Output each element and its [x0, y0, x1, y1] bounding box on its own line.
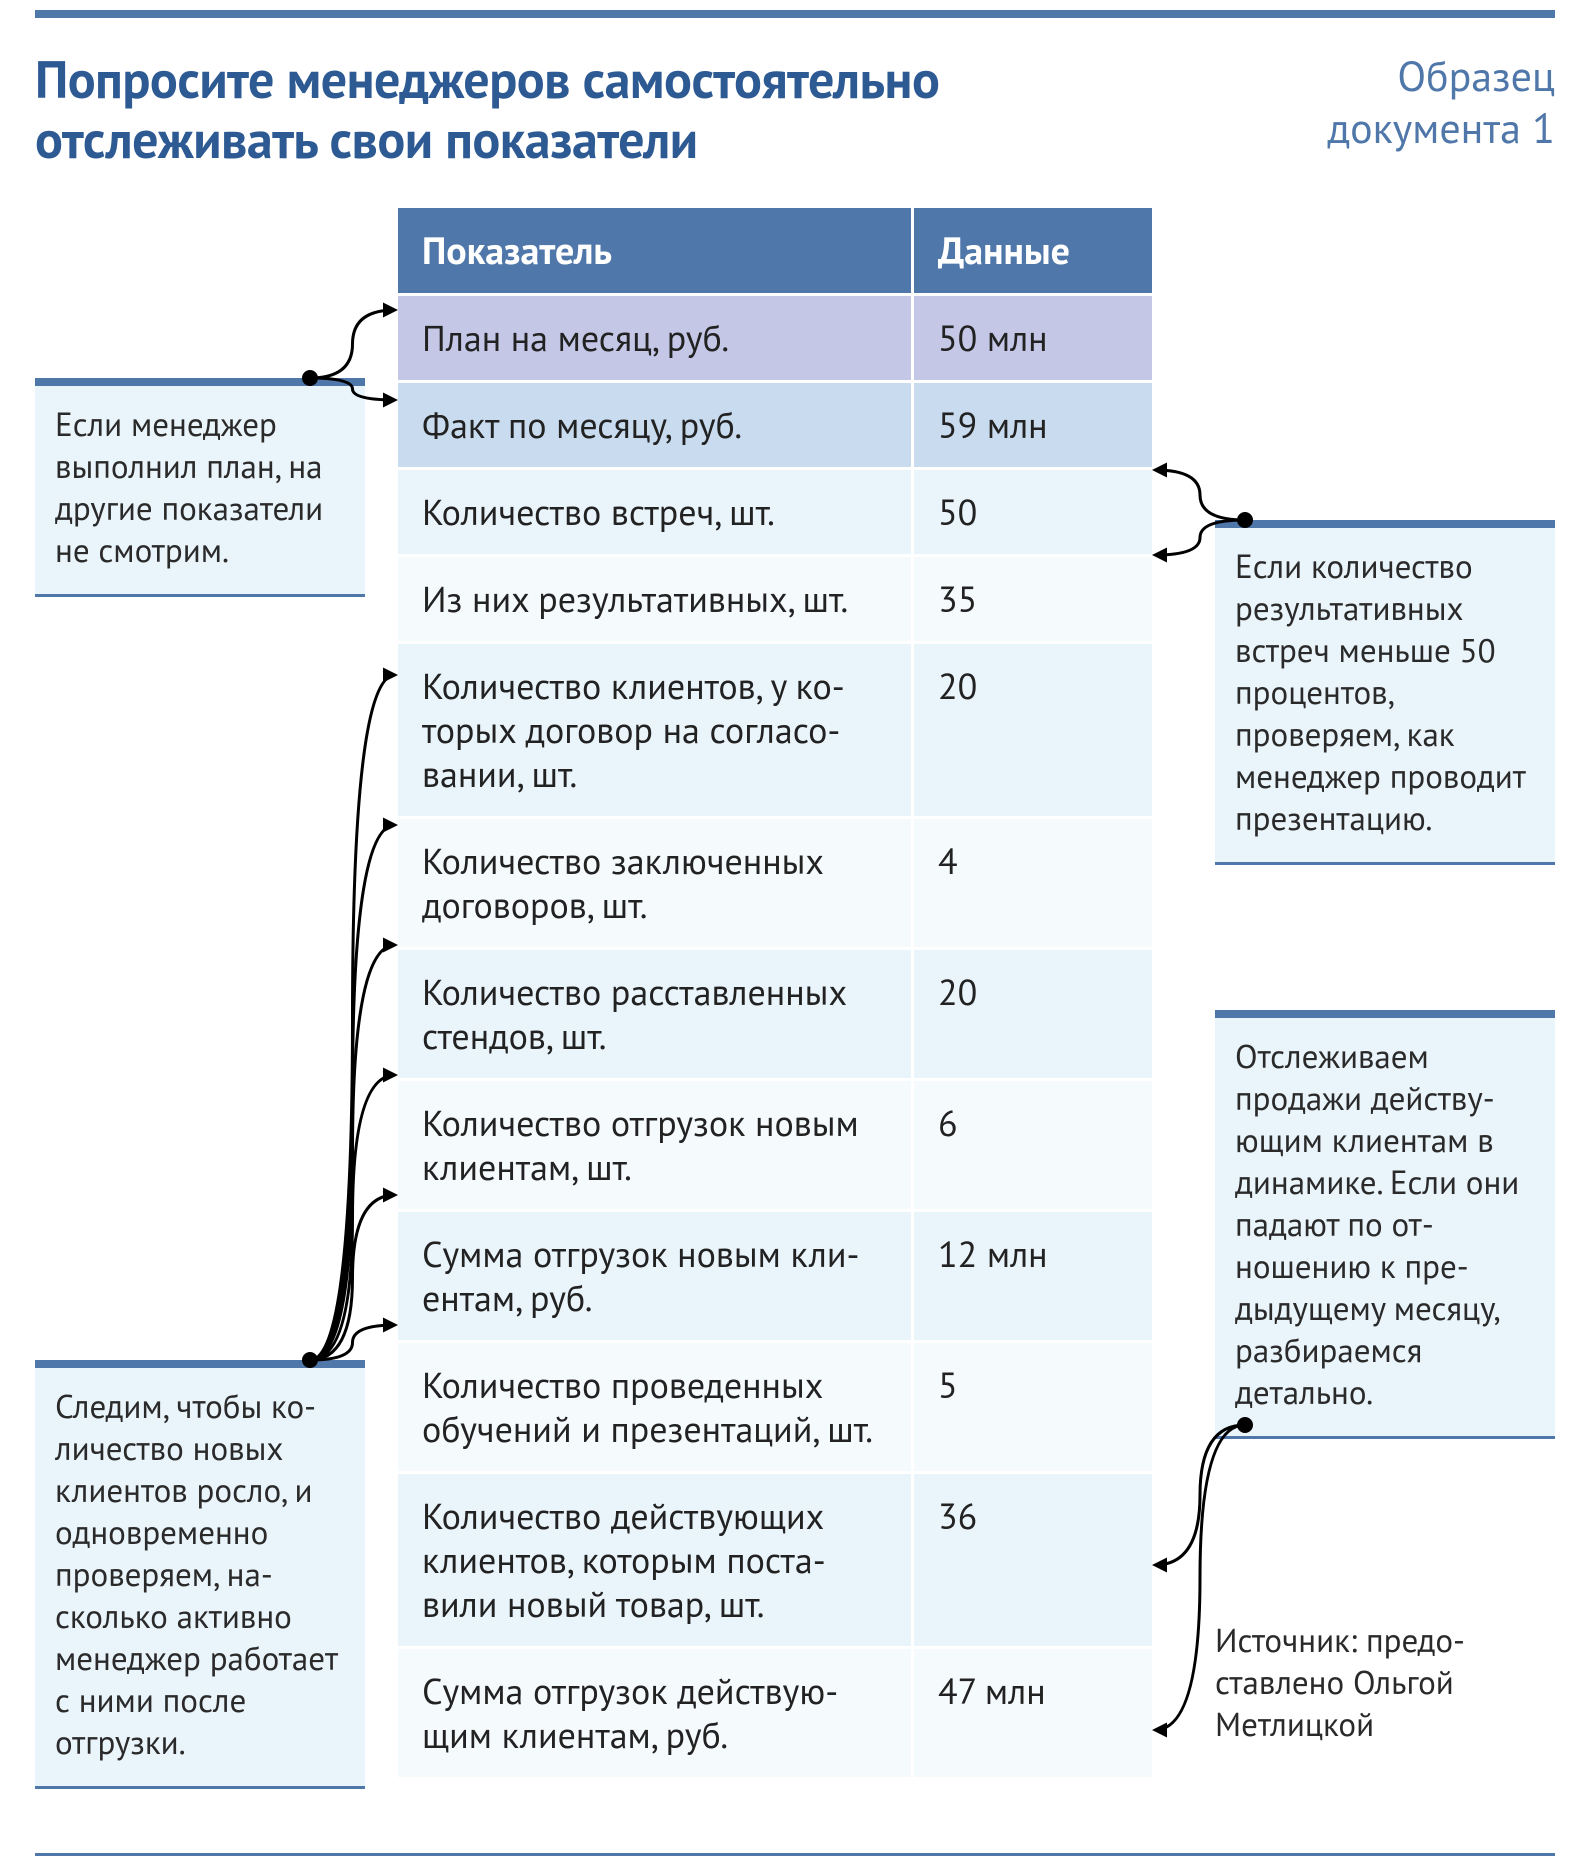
cell-indicator: Количество заключенных договоров, шт.	[397, 818, 913, 949]
cell-indicator: Количество отгрузок новым клиентам, шт.	[397, 1080, 913, 1211]
connector-arrow	[310, 310, 395, 378]
callout-plan-done: Если менеджер выполнил план, на другие п…	[35, 378, 365, 597]
cell-indicator: Количество расставленных стендов, шт.	[397, 949, 913, 1080]
col-header-data: Данные	[913, 207, 1154, 295]
table-row: Количество заключенных договоров, шт.4	[397, 818, 1154, 949]
table-row: Факт по месяцу, руб.59 млн	[397, 382, 1154, 469]
connector-arrow	[310, 675, 395, 1360]
page-title: Попросите менеджеров самостоятельно отсл…	[35, 50, 955, 170]
table-row: Количество клиентов, у ко­торых договор …	[397, 643, 1154, 818]
cell-value: 47 млн	[913, 1648, 1154, 1779]
cell-indicator: Количество проведенных обучений и презен…	[397, 1342, 913, 1473]
table-row: Количество отгрузок новым клиентам, шт.6	[397, 1080, 1154, 1211]
cell-value: 59 млн	[913, 382, 1154, 469]
table-row: Количество расставленных стендов, шт.20	[397, 949, 1154, 1080]
cell-indicator: Из них результативных, шт.	[397, 556, 913, 643]
sample-label: Образец документа 1	[1255, 50, 1555, 154]
cell-indicator: Сумма отгрузок действую­щим клиентам, ру…	[397, 1648, 913, 1779]
source-note: Источник: предо­ставлено Ольгой Метлицко…	[1215, 1620, 1555, 1746]
metrics-table: Показатель Данные План на месяц, руб.50 …	[395, 205, 1155, 1780]
cell-value: 6	[913, 1080, 1154, 1211]
cell-value: 35	[913, 556, 1154, 643]
cell-indicator: Количество действующих клиентов, которым…	[397, 1473, 913, 1648]
callout-text: Отслеживаем продажи действу­ющим клиента…	[1235, 1035, 1519, 1414]
table-row: Количество встреч, шт.50	[397, 469, 1154, 556]
table-row: Сумма отгрузок действую­щим клиентам, ру…	[397, 1648, 1154, 1779]
callout-text: Если количество результативных встреч ме…	[1235, 545, 1525, 840]
cell-value: 12 млн	[913, 1211, 1154, 1342]
cell-value: 4	[913, 818, 1154, 949]
connector-arrow	[1155, 470, 1245, 520]
source-text: Источник: предо­ставлено Ольгой Метлицко…	[1215, 1619, 1465, 1746]
cell-indicator: Факт по месяцу, руб.	[397, 382, 913, 469]
bottom-rule	[35, 1853, 1555, 1856]
col-header-indicator: Показатель	[397, 207, 913, 295]
table-row: Количество действующих клиентов, которым…	[397, 1473, 1154, 1648]
connector-arrow	[1155, 1425, 1245, 1565]
callout-meetings-quality: Если количество результативных встреч ме…	[1215, 520, 1555, 865]
callout-text: Если менеджер выполнил план, на другие п…	[55, 403, 323, 572]
cell-value: 36	[913, 1473, 1154, 1648]
table-row: Сумма отгрузок новым кли­ентам, руб.12 м…	[397, 1211, 1154, 1342]
connector-arrow	[310, 1325, 395, 1360]
connector-arrow	[310, 1075, 395, 1360]
cell-indicator: План на месяц, руб.	[397, 295, 913, 382]
cell-indicator: Количество клиентов, у ко­торых договор …	[397, 643, 913, 818]
callout-text: Следим, чтобы ко­личество новых клиентов…	[55, 1385, 337, 1764]
connector-arrow	[310, 825, 395, 1360]
callout-existing-clients: Отслеживаем продажи действу­ющим клиента…	[1215, 1010, 1555, 1439]
page: Попросите менеджеров самостоятельно отсл…	[0, 0, 1590, 1871]
cell-indicator: Количество встреч, шт.	[397, 469, 913, 556]
cell-value: 50 млн	[913, 295, 1154, 382]
callout-new-clients: Следим, чтобы ко­личество новых клиентов…	[35, 1360, 365, 1789]
cell-value: 5	[913, 1342, 1154, 1473]
table-row: Количество проведенных обучений и презен…	[397, 1342, 1154, 1473]
table-row: Из них результативных, шт.35	[397, 556, 1154, 643]
connector-arrow	[310, 945, 395, 1360]
cell-value: 20	[913, 643, 1154, 818]
table-header-row: Показатель Данные	[397, 207, 1154, 295]
cell-value: 20	[913, 949, 1154, 1080]
cell-value: 50	[913, 469, 1154, 556]
table-row: План на месяц, руб.50 млн	[397, 295, 1154, 382]
connector-arrow	[310, 1195, 395, 1360]
top-rule	[35, 10, 1555, 18]
cell-indicator: Сумма отгрузок новым кли­ентам, руб.	[397, 1211, 913, 1342]
